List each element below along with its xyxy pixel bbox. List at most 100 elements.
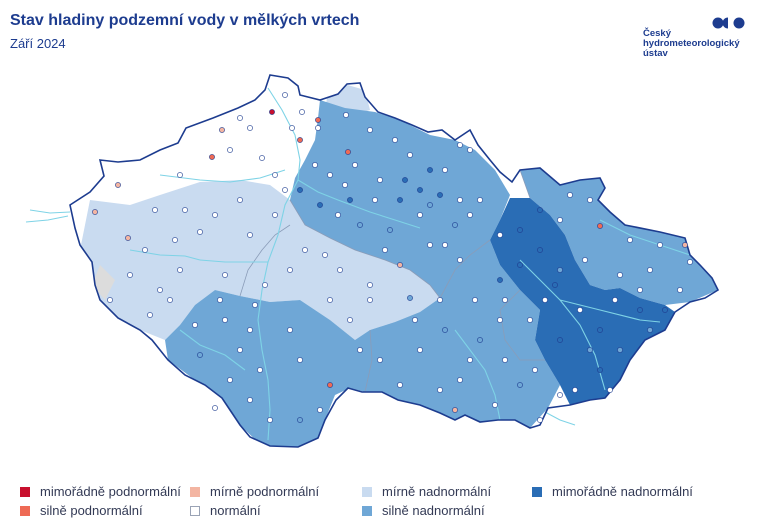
- station-marker: [352, 162, 358, 168]
- station-marker: [587, 347, 593, 353]
- station-marker: [345, 149, 351, 155]
- station-marker: [282, 92, 288, 98]
- station-marker: [457, 377, 463, 383]
- legend-swatch: [190, 506, 200, 516]
- station-marker: [417, 347, 423, 353]
- legend-swatch: [362, 487, 372, 497]
- station-marker: [407, 295, 413, 301]
- station-marker: [577, 307, 583, 313]
- station-marker: [457, 142, 463, 148]
- station-marker: [222, 272, 228, 278]
- station-marker: [157, 287, 163, 293]
- station-marker: [687, 259, 693, 265]
- station-marker: [152, 207, 158, 213]
- station-marker: [282, 187, 288, 193]
- station-marker: [597, 367, 603, 373]
- station-marker: [392, 137, 398, 143]
- station-marker: [372, 197, 378, 203]
- station-marker: [247, 327, 253, 333]
- station-marker: [557, 267, 563, 273]
- station-marker: [472, 297, 478, 303]
- station-marker: [367, 127, 373, 133]
- station-marker: [287, 327, 293, 333]
- station-marker: [407, 152, 413, 158]
- station-marker: [287, 267, 293, 273]
- station-marker: [617, 272, 623, 278]
- station-marker: [262, 282, 268, 288]
- station-marker: [567, 192, 573, 198]
- station-marker: [299, 109, 305, 115]
- station-marker: [552, 282, 558, 288]
- station-marker: [452, 222, 458, 228]
- external-rivers: [25, 209, 576, 426]
- station-marker: [637, 287, 643, 293]
- station-marker: [347, 317, 353, 323]
- station-marker: [442, 327, 448, 333]
- chmu-logo: Český hydrometeorologický ústav: [643, 16, 753, 68]
- station-marker: [222, 317, 228, 323]
- station-marker: [219, 127, 225, 133]
- station-marker: [357, 222, 363, 228]
- station-marker: [442, 167, 448, 173]
- station-marker: [597, 223, 603, 229]
- station-marker: [542, 297, 548, 303]
- station-marker: [397, 262, 403, 268]
- station-marker: [557, 392, 563, 398]
- station-marker: [477, 197, 483, 203]
- station-marker: [197, 229, 203, 235]
- station-marker: [437, 192, 443, 198]
- station-marker: [517, 382, 523, 388]
- country-fill: [70, 75, 718, 447]
- station-marker: [315, 125, 321, 131]
- station-marker: [312, 162, 318, 168]
- station-marker: [297, 137, 303, 143]
- station-marker: [257, 367, 263, 373]
- station-markers: [92, 92, 693, 423]
- legend-swatch: [20, 506, 30, 516]
- map-subtitle: Září 2024: [10, 36, 66, 51]
- station-marker: [412, 317, 418, 323]
- station-marker: [227, 377, 233, 383]
- station-marker: [247, 232, 253, 238]
- station-marker: [527, 317, 533, 323]
- station-marker: [452, 407, 458, 413]
- legend: mimořádně podnormální silně podnormální …: [20, 484, 740, 524]
- station-marker: [192, 322, 198, 328]
- station-marker: [217, 297, 223, 303]
- legend-swatch: [362, 506, 372, 516]
- legend-swatch: [20, 487, 30, 497]
- groundwater-map: [25, 74, 719, 448]
- station-marker: [612, 297, 618, 303]
- station-marker: [297, 417, 303, 423]
- station-marker: [617, 347, 623, 353]
- station-marker: [427, 167, 433, 173]
- station-marker: [647, 327, 653, 333]
- station-marker: [237, 115, 243, 121]
- station-marker: [209, 154, 215, 160]
- station-marker: [115, 182, 121, 188]
- station-marker: [497, 277, 503, 283]
- station-marker: [327, 297, 333, 303]
- station-marker: [107, 297, 113, 303]
- station-marker: [657, 242, 663, 248]
- station-marker: [167, 297, 173, 303]
- station-marker: [289, 125, 295, 131]
- station-marker: [177, 267, 183, 273]
- station-marker: [315, 117, 321, 123]
- station-marker: [442, 242, 448, 248]
- logo-mark-icon: [712, 17, 745, 29]
- station-marker: [252, 302, 258, 308]
- station-marker: [127, 272, 133, 278]
- station-marker: [637, 307, 643, 313]
- station-marker: [537, 417, 543, 423]
- station-marker: [347, 197, 353, 203]
- station-marker: [467, 212, 473, 218]
- station-marker: [587, 197, 593, 203]
- station-marker: [517, 262, 523, 268]
- station-marker: [337, 267, 343, 273]
- station-marker: [417, 212, 423, 218]
- station-marker: [497, 317, 503, 323]
- station-marker: [497, 232, 503, 238]
- station-marker: [125, 235, 131, 241]
- station-marker: [237, 347, 243, 353]
